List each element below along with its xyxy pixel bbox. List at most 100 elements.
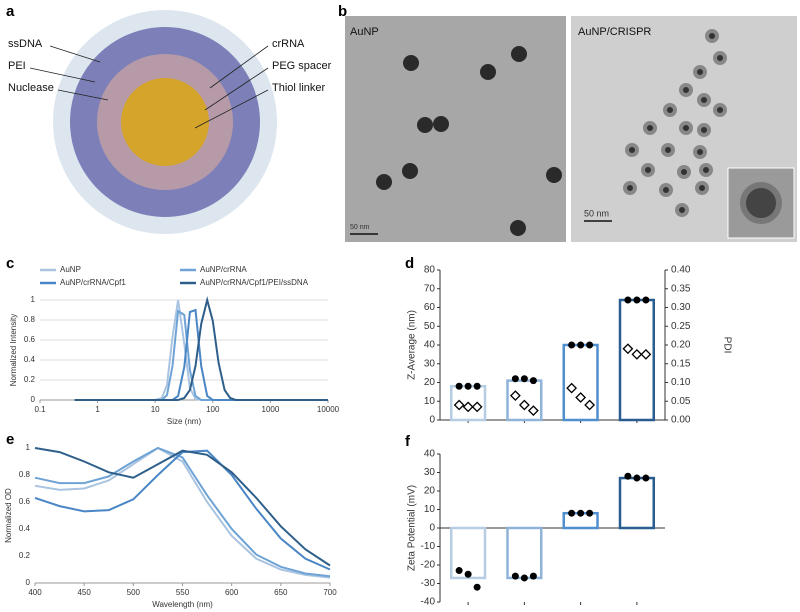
pdi-diamond — [575, 392, 587, 403]
pdi-diamond — [453, 399, 465, 411]
pdi-diamond — [622, 343, 634, 355]
x-tick-label: 700 — [323, 588, 337, 597]
y-axis-title: Z-Average (nm) — [407, 310, 418, 380]
series-line — [74, 296, 328, 401]
x-tick-label: 400 — [28, 588, 42, 597]
y-tick-label: 0 — [429, 523, 435, 534]
legend-label: AuNP — [60, 265, 81, 274]
series-line — [34, 449, 331, 571]
replicate-dot — [464, 382, 472, 390]
x-tick-label: 10000 — [317, 405, 340, 414]
y-tick-label: -10 — [421, 541, 436, 552]
image-title: AuNP — [350, 26, 379, 38]
y2-tick-label: 0.40 — [671, 265, 691, 276]
label: crRNA — [272, 38, 305, 50]
x-tick-label: 550 — [176, 588, 190, 597]
y-tick-label: -30 — [421, 578, 436, 589]
pdi-diamond — [462, 401, 474, 413]
pdi-diamond — [509, 390, 521, 402]
y-tick-label: 1 — [31, 295, 36, 304]
replicate-dot — [529, 377, 537, 385]
series-line — [34, 446, 331, 578]
y-tick-label: 30 — [424, 358, 436, 369]
y-tick-label: 70 — [424, 283, 436, 294]
inset-particle — [740, 182, 782, 224]
y-tick-label: 0.6 — [24, 335, 36, 344]
x-tick-label: 650 — [274, 588, 288, 597]
pdi-diamond — [527, 405, 539, 417]
y-tick-label: 20 — [424, 377, 436, 388]
y-tick-label: 60 — [424, 302, 436, 313]
replicate-dot — [642, 474, 650, 482]
image-title: AuNP/CRISPR — [578, 26, 651, 38]
y-tick-label: 40 — [424, 340, 436, 351]
replicate-dot — [624, 472, 632, 480]
replicate-dot — [633, 474, 641, 482]
y-tick-label: 0.4 — [19, 524, 31, 533]
y-tick-label: 50 — [424, 321, 436, 332]
replicate-dot — [529, 572, 537, 580]
x-tick-label: 500 — [127, 588, 141, 597]
panel-letter: c — [6, 255, 14, 272]
y-tick-label: 0.2 — [19, 551, 31, 560]
y2-tick-label: 0.25 — [671, 321, 691, 332]
replicate-dot — [568, 341, 576, 349]
bar — [562, 343, 599, 422]
y-tick-label: 0.2 — [24, 375, 36, 384]
replicate-dot — [586, 341, 594, 349]
y-tick-label: 1 — [26, 443, 31, 452]
y2-tick-label: 0.00 — [671, 415, 691, 426]
replicate-dot — [577, 509, 585, 517]
y-tick-label: 80 — [424, 265, 436, 276]
replicate-dot — [624, 296, 632, 304]
scale-label: 50 nm — [584, 208, 609, 218]
pdi-diamond — [566, 382, 578, 394]
x-tick-label: 450 — [77, 588, 91, 597]
y-axis-title: Normalized OD — [4, 488, 13, 543]
replicate-dot — [642, 296, 650, 304]
y-tick-label: 0 — [26, 578, 31, 587]
x-tick-label: 0.1 — [34, 405, 46, 414]
tem-image — [345, 16, 566, 242]
label: PEG spacer — [272, 60, 332, 72]
y2-tick-label: 0.35 — [671, 283, 691, 294]
scale-label: 50 nm — [350, 224, 370, 231]
label: Thiol linker — [272, 82, 326, 94]
replicate-dot — [520, 375, 528, 383]
x-tick-label: 1000 — [262, 405, 280, 414]
y-tick-label: 0 — [429, 415, 435, 426]
y-tick-label: 40 — [424, 449, 436, 460]
legend-label: AuNP/crRNA — [200, 265, 247, 274]
pdi-diamond — [471, 401, 483, 413]
y-tick-label: 0.6 — [19, 497, 31, 506]
replicate-dot — [473, 382, 481, 390]
replicate-dot — [455, 382, 463, 390]
pdi-diamond — [584, 399, 596, 411]
pdi-diamond — [518, 399, 530, 411]
y2-tick-label: 0.20 — [671, 340, 691, 351]
pdi-diamond — [631, 348, 643, 360]
leader-lines — [29, 45, 269, 129]
y-tick-label: 0.8 — [19, 470, 31, 479]
x-axis-title: Size (nm) — [167, 417, 202, 426]
replicate-dot — [520, 574, 528, 582]
panel-letter: d — [405, 255, 414, 272]
y2-tick-label: 0.10 — [671, 377, 691, 388]
replicate-dot — [633, 296, 641, 304]
bar — [506, 526, 543, 580]
gold-core — [121, 78, 209, 166]
panel-letter: f — [405, 433, 411, 450]
y-axis-title: Normalized Intensity — [9, 314, 18, 386]
y2-tick-label: 0.15 — [671, 358, 691, 369]
y-tick-label: 10 — [424, 504, 436, 515]
bar — [618, 298, 655, 422]
particles — [376, 46, 562, 236]
x-axis-title: Wavelength (nm) — [152, 600, 213, 609]
y-tick-label: -40 — [421, 597, 436, 608]
replicate-dot — [568, 509, 576, 517]
panel-letter: a — [6, 3, 15, 20]
y2-tick-label: 0.30 — [671, 302, 691, 313]
x-tick-label: 600 — [225, 588, 239, 597]
panel-letter: b — [338, 3, 347, 20]
